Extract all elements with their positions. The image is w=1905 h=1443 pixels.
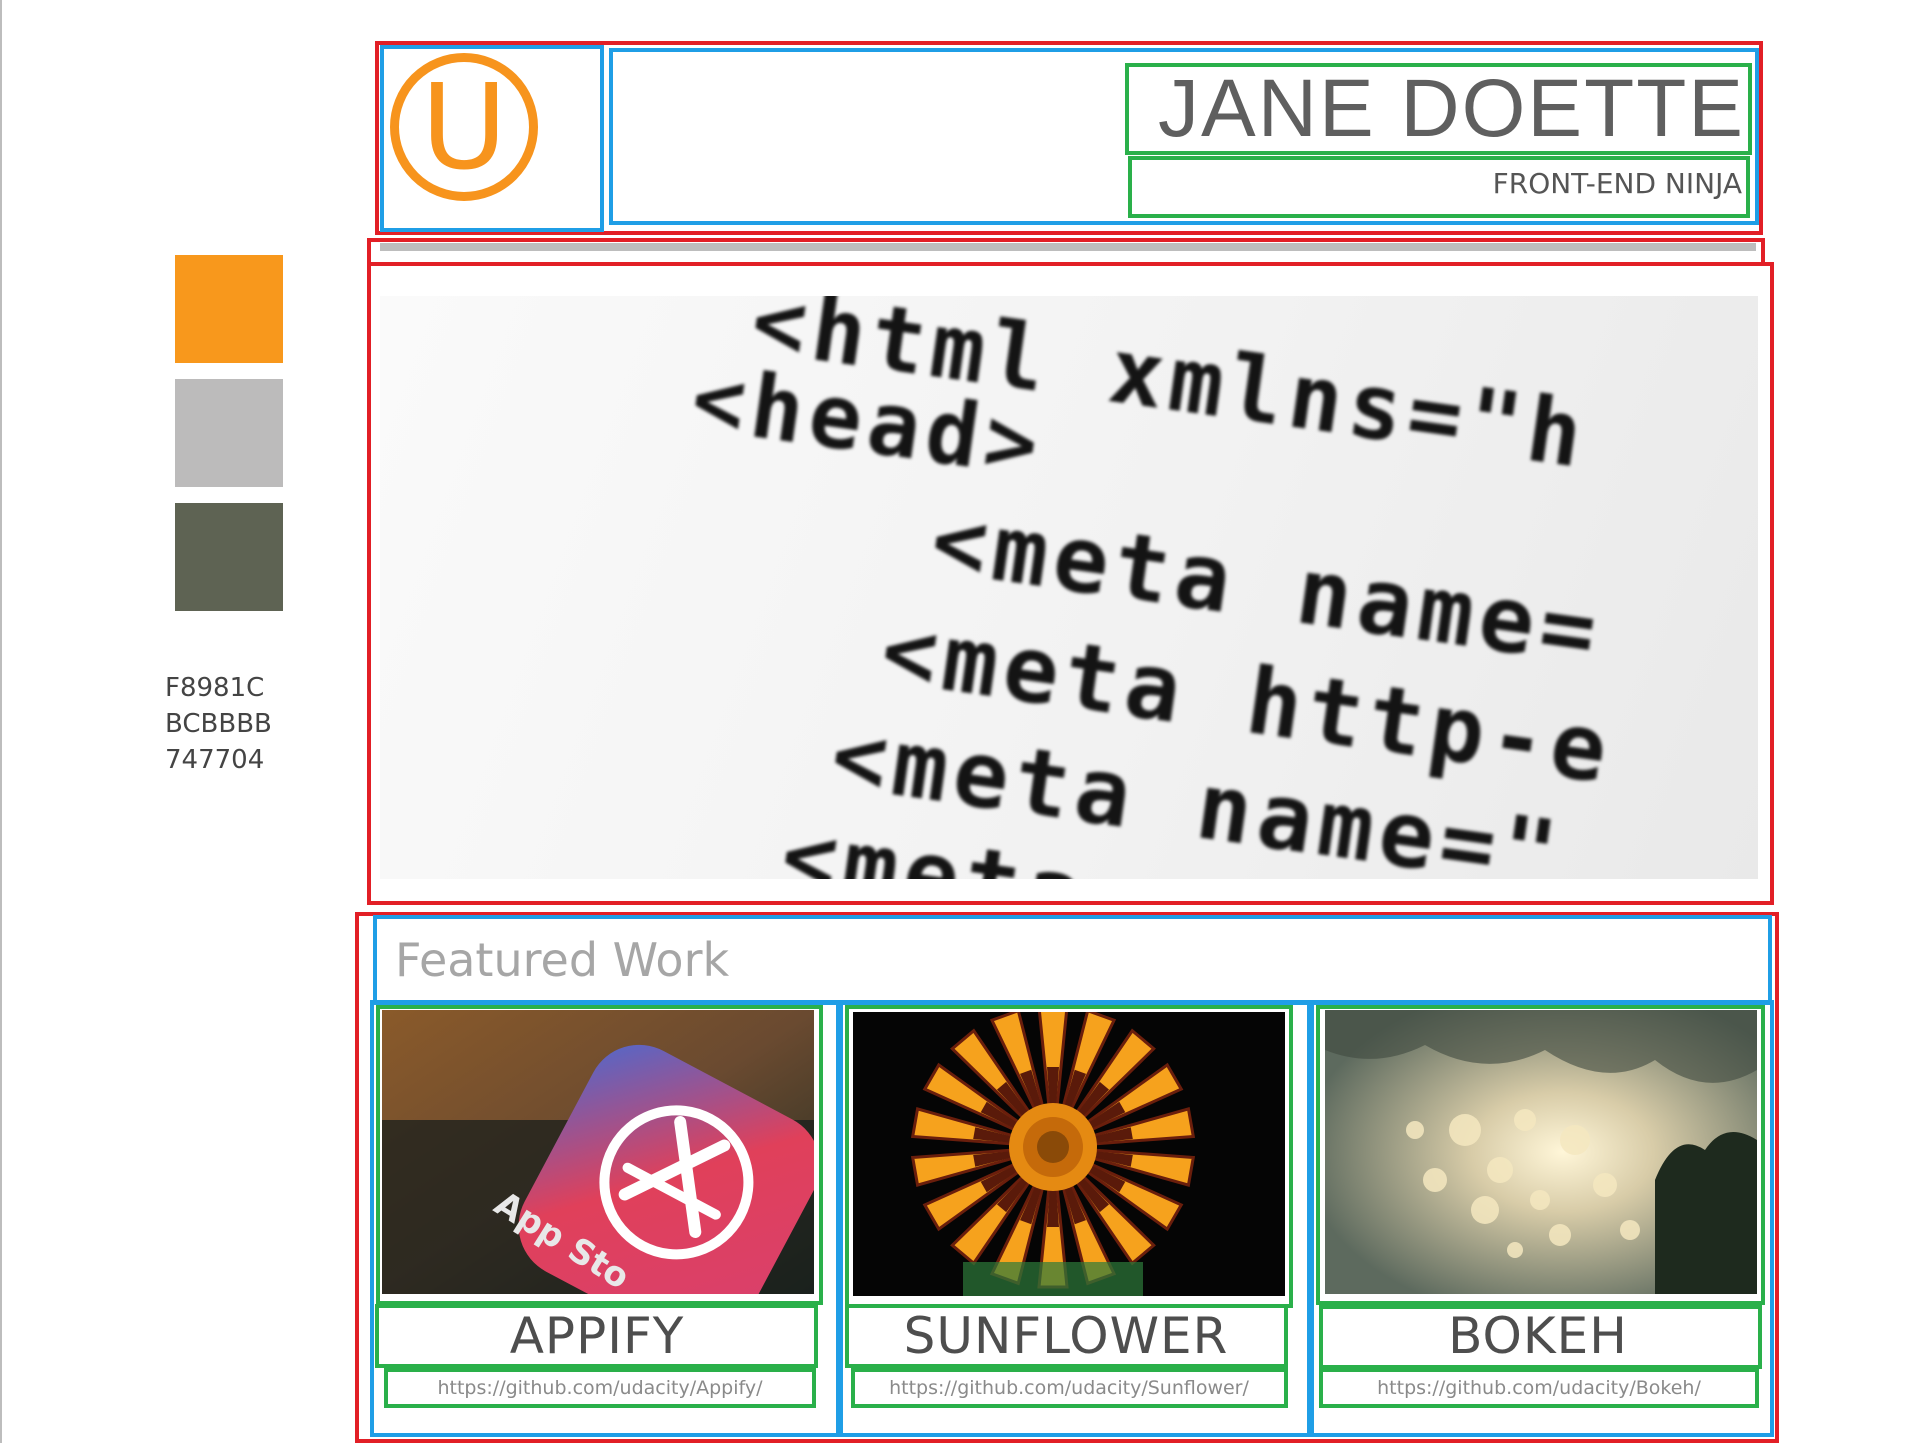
hero-image: <html xmlns="h <head> <meta name= <meta … (380, 296, 1758, 879)
hex-code: 747704 (165, 745, 265, 775)
swatch-gray (175, 379, 283, 487)
project-link-appify[interactable]: https://github.com/udacity/Appify/ (437, 1377, 763, 1399)
project-title-bokeh: BOKEH (1448, 1307, 1628, 1365)
thumb-outline (376, 1005, 823, 1305)
project-link-sunflower[interactable]: https://github.com/udacity/Sunflower/ (889, 1377, 1249, 1399)
palette-hex-list: F8981C BCBBBB 747704 (165, 670, 272, 778)
title-outline (375, 1304, 818, 1368)
logo-letter: U (420, 58, 508, 196)
logo-outline (380, 45, 604, 232)
project-title-appify: APPIFY (509, 1307, 685, 1365)
logo[interactable]: U (390, 53, 538, 201)
project-thumbnail-bokeh[interactable] (1325, 1010, 1757, 1294)
page-title: JANE DOETTE (1158, 64, 1745, 154)
page-subtitle: FRONT-END NINJA (1492, 167, 1742, 200)
project-link-bokeh[interactable]: https://github.com/udacity/Bokeh/ (1377, 1377, 1701, 1399)
project-title-sunflower: SUNFLOWER (903, 1307, 1229, 1365)
header-text-outline (609, 48, 1759, 225)
link-outline (384, 1368, 816, 1408)
link-outline (851, 1368, 1288, 1408)
name-outline (1125, 63, 1752, 155)
bokeh-image (1325, 1010, 1757, 1294)
project-thumbnail-appify[interactable]: App Sto (382, 1010, 814, 1294)
hex-code: BCBBBB (165, 709, 272, 739)
swatch-olive (175, 503, 283, 611)
project-column-outline (839, 1000, 1311, 1437)
sunflower-image (853, 1012, 1285, 1296)
subtitle-outline (1128, 156, 1750, 218)
hero-outline (367, 262, 1774, 905)
thumb-outline (1316, 1005, 1765, 1305)
swatch-orange (175, 255, 283, 363)
featured-title: Featured Work (395, 933, 730, 987)
project-column-outline (370, 1000, 840, 1437)
hex-code: F8981C (165, 673, 265, 703)
featured-outline (355, 912, 1779, 1443)
header-outline (375, 41, 1763, 235)
divider (380, 243, 1756, 251)
project-column-outline (1310, 1000, 1774, 1437)
title-outline (845, 1304, 1288, 1368)
app-store-icon: App Sto (382, 1010, 814, 1294)
left-edge-line (0, 0, 2, 1443)
link-outline (1319, 1368, 1759, 1408)
project-thumbnail-sunflower[interactable] (853, 1012, 1285, 1296)
title-outline (1319, 1305, 1762, 1369)
